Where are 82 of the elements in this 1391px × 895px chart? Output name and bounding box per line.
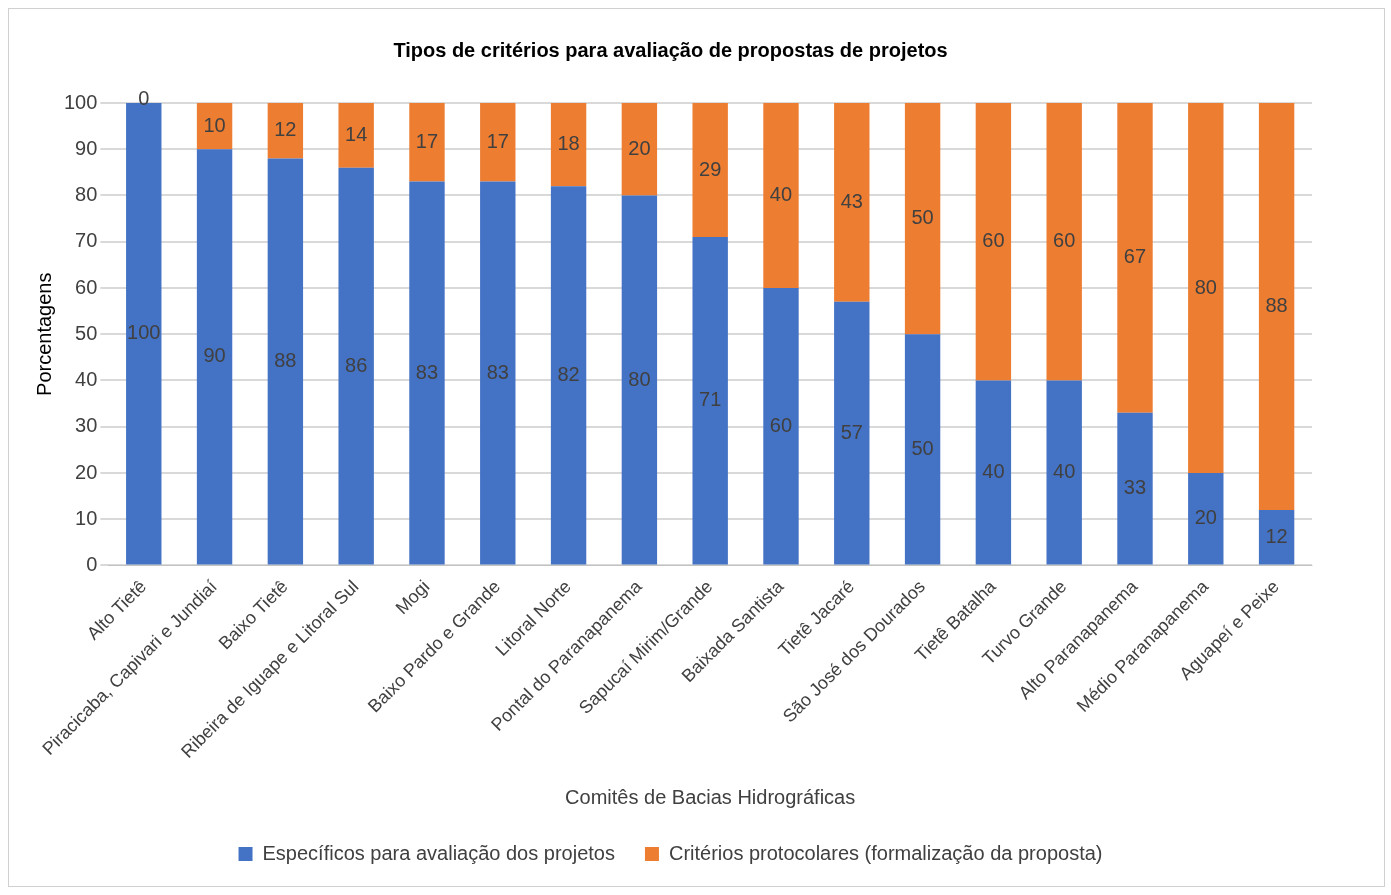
data-label: 40 <box>769 183 793 206</box>
bar <box>409 103 445 182</box>
data-label: 83 <box>486 360 509 383</box>
y-tick-label: 80 <box>75 183 98 206</box>
data-label: 50 <box>911 206 934 229</box>
bar <box>126 103 162 565</box>
bar <box>267 158 304 565</box>
y-tick-label: 30 <box>75 414 98 437</box>
bar <box>1258 510 1295 565</box>
bar <box>834 301 870 565</box>
data-label: 10 <box>203 113 226 136</box>
data-label: 80 <box>628 367 651 390</box>
data-label: 33 <box>1123 476 1147 499</box>
y-tick-label: 60 <box>75 275 98 298</box>
bar <box>338 103 374 168</box>
data-label: 82 <box>557 362 580 385</box>
data-label: 50 <box>911 436 934 459</box>
bar <box>1188 103 1224 473</box>
y-axis-title: Porcentagens <box>32 272 55 396</box>
bar <box>409 181 445 565</box>
bar <box>480 103 516 182</box>
bar <box>621 103 658 196</box>
data-label: 88 <box>274 349 297 372</box>
data-label: 100 <box>127 321 161 344</box>
data-label: 20 <box>1194 506 1217 529</box>
data-label: 40 <box>982 460 1005 483</box>
bar <box>621 195 658 565</box>
data-label: 88 <box>1265 294 1288 317</box>
x-axis-title: Comitês de Bacias Hidrográficas <box>565 785 856 808</box>
bar <box>480 181 516 565</box>
bar <box>550 186 587 565</box>
data-label: 17 <box>415 129 439 152</box>
data-label: 17 <box>486 129 509 152</box>
data-label: 83 <box>415 360 439 383</box>
y-tick-label: 70 <box>75 229 98 252</box>
y-tick-label: 20 <box>75 460 98 483</box>
legend-label: Específicos para avaliação dos projetos <box>262 841 615 864</box>
bar <box>692 237 728 565</box>
bar <box>550 103 587 187</box>
y-tick-label: 0 <box>86 553 98 576</box>
y-tick-label: 90 <box>75 136 98 159</box>
data-label: 29 <box>699 157 722 180</box>
data-label: 86 <box>345 353 368 376</box>
y-tick-label: 10 <box>75 506 98 529</box>
bar <box>267 103 304 159</box>
y-tick-label: 100 <box>63 90 98 113</box>
bar <box>834 103 870 302</box>
chart-title: Tipos de critérios para avaliação de propostas de projetos <box>393 38 948 61</box>
data-label: 60 <box>769 413 793 436</box>
data-label: 14 <box>345 122 368 145</box>
bar <box>975 103 1012 381</box>
bar <box>338 167 374 565</box>
bar <box>1188 473 1224 565</box>
bar <box>1046 103 1082 381</box>
bar <box>975 380 1012 565</box>
data-label: 90 <box>203 344 226 367</box>
legend-label: Critérios protocolares (formalização da proposta) <box>668 841 1103 864</box>
bar <box>1046 380 1082 565</box>
bar <box>692 103 728 238</box>
bar <box>196 149 233 565</box>
bar <box>904 103 941 335</box>
data-label: 67 <box>1123 245 1147 268</box>
data-label: 80 <box>1194 275 1217 298</box>
data-label: 71 <box>699 388 722 411</box>
data-label: 20 <box>628 136 651 159</box>
bar <box>1117 103 1153 413</box>
bar <box>1258 103 1295 510</box>
data-label: 12 <box>1265 524 1288 547</box>
data-label: 60 <box>1053 229 1076 252</box>
bar <box>763 103 799 288</box>
data-label: 12 <box>274 118 297 141</box>
y-tick-label: 50 <box>75 321 98 344</box>
y-tick-label: 40 <box>75 368 98 391</box>
data-label: 57 <box>840 420 863 443</box>
data-label: 60 <box>982 229 1005 252</box>
bar <box>763 288 799 565</box>
data-label: 43 <box>840 189 863 212</box>
data-label: 18 <box>557 132 580 155</box>
data-label: 0 <box>138 86 150 109</box>
bar <box>904 334 941 565</box>
data-label: 40 <box>1053 460 1076 483</box>
bar <box>1117 412 1153 565</box>
